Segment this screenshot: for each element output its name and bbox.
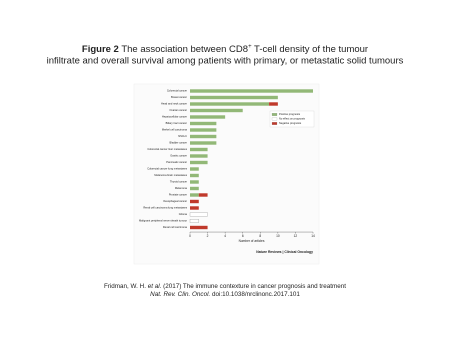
category-label: Renal cell carcinoma lung metastases: [143, 206, 187, 210]
legend-label: Positive prognosis: [279, 112, 301, 116]
bar-segment: [190, 121, 217, 126]
legend-label: Negative prognosis: [279, 121, 302, 125]
category-label: Head and neck cancer: [161, 102, 187, 106]
x-tick-label: 0: [189, 234, 191, 238]
category-label: Colorectal cancer liver metastases: [147, 147, 187, 151]
slide-title-line: infiltrate and overall survival among pa…: [47, 56, 404, 67]
category-label: Pancreatic cancer: [166, 160, 187, 164]
slide-title: Figure 2 The association between CD8+ T-…: [82, 44, 368, 55]
bar-segment: [190, 128, 217, 132]
legend-swatch: [271, 113, 278, 116]
bar-segment: [190, 134, 217, 139]
category-label: Prostate cancer: [169, 193, 187, 197]
figure-label: Figure 2: [82, 44, 119, 55]
x-tick-label: 4: [224, 234, 226, 238]
x-tick-label: 14: [311, 234, 315, 238]
citation-part: (2017) The immune contexture in cancer p…: [163, 283, 346, 290]
category-label: Bladder cancer: [170, 141, 188, 145]
category-label: Merkel cell carcinoma: [162, 128, 188, 132]
category-label: Hepatocellular cancer: [162, 115, 187, 119]
x-tick-label: 10: [276, 234, 280, 238]
bar-segment: [190, 193, 199, 197]
title-text: The association between CD8: [121, 44, 248, 55]
category-label: Ovarian cancer: [169, 108, 187, 112]
bar-segment: [190, 154, 208, 158]
bar-segment: [190, 141, 217, 145]
bar-segment: [190, 180, 199, 184]
bar-segment: [190, 115, 226, 119]
title-text: T-cell density of the tumour: [254, 44, 368, 55]
bar-segment: [190, 199, 199, 204]
legend-swatch: [271, 122, 278, 125]
bar-segment: [269, 102, 278, 106]
citation-part: Fridman, W. H.: [104, 283, 146, 290]
bar-segment: [189, 219, 199, 223]
bar-segment: [190, 108, 243, 113]
category-label: Biliary tract cancer: [166, 121, 187, 125]
category-label: Melanoma: [175, 186, 188, 190]
bar-segment: [198, 193, 208, 197]
bar-segment: [190, 225, 208, 230]
legend-box: [269, 110, 315, 128]
bar-segment: [189, 212, 208, 217]
bar-segment: [190, 102, 270, 106]
x-axis-label: Number of articles: [239, 239, 265, 243]
citation-part: et al.: [148, 283, 162, 290]
category-label: Breast cancer: [171, 95, 187, 99]
category-label: Glioma: [179, 212, 188, 216]
figure-footer: Nature Reviews | Clinical Oncology: [256, 250, 313, 254]
bar-segment: [190, 95, 278, 100]
citation-part: doi:10.1038/nrclinonc.2017.101: [212, 291, 300, 298]
bar-segment: [190, 147, 208, 152]
legend-swatch: [271, 117, 278, 121]
bar-segment: [190, 206, 199, 210]
bar-segment: [190, 186, 199, 191]
category-label: Malignant peripheral nerve sheath tumour: [139, 219, 187, 223]
category-label: Colorectal cancer lung metastases: [147, 167, 187, 171]
citation: Nat. Rev. Clin. Oncol. doi:10.1038/nrcli…: [150, 291, 300, 298]
category-label: Renal cell carcinoma: [163, 225, 188, 229]
bar-segment: [190, 89, 313, 93]
x-tick-label: 6: [242, 234, 244, 238]
category-label: Gastric cancer: [170, 154, 187, 158]
bar-segment: [190, 167, 199, 171]
category-label: NSCLC: [178, 134, 187, 138]
category-label: Thyroid cancer: [170, 180, 187, 184]
bar-segment: [190, 173, 199, 178]
x-tick-label: 2: [207, 234, 209, 238]
x-tick-label: 12: [294, 234, 298, 238]
category-label: Melanoma brain metastases: [154, 173, 187, 177]
legend-label: No effect on prognosis: [279, 117, 306, 121]
x-tick-label: 8: [259, 234, 261, 238]
citation-part: Nat. Rev. Clin. Oncol.: [150, 291, 210, 298]
citation: Fridman, W. H. et al. (2017) The immune …: [104, 283, 346, 290]
bar-segment: [190, 160, 208, 165]
category-label: Colorectal cancer: [167, 89, 187, 93]
category-label: Oesophageal cancer: [163, 199, 187, 203]
title-sup: +: [248, 44, 252, 50]
